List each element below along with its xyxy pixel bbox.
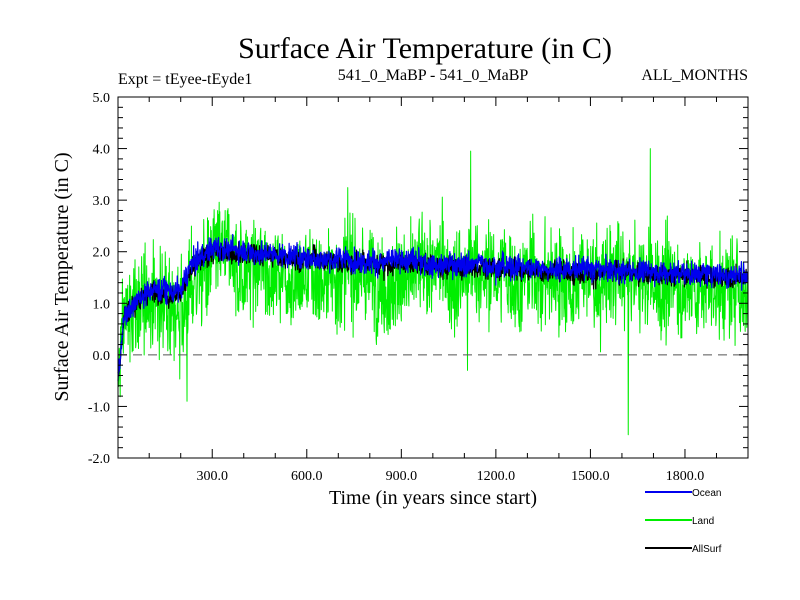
x-tick-label: 300.0: [196, 469, 228, 484]
y-tick-label: 2.0: [93, 246, 111, 261]
ocean-series-line: [117, 233, 749, 381]
experiment-label: Expt = tEyee-tEyde1: [118, 71, 252, 88]
series-layer: [117, 148, 749, 436]
period-label: 541_0_MaBP - 541_0_MaBP: [338, 67, 529, 84]
tick-labels-layer: 300.0 600.0 900.0 1200.0 1500.0 1800.0 -2.0 -1.…: [88, 91, 704, 484]
y-tick-label: 0.0: [93, 349, 111, 364]
y-tick-label: 3.0: [93, 194, 111, 209]
land-series-line: [117, 148, 749, 436]
legend-label: Land: [692, 516, 714, 527]
x-axis-label: Time (in years since start): [329, 487, 537, 509]
legend-ocean: Ocean: [645, 488, 721, 499]
y-tick-label: -2.0: [88, 452, 110, 467]
y-tick-label: 4.0: [93, 143, 111, 158]
legend-label: Ocean: [692, 488, 721, 499]
legend: Ocean Land AllSurf: [645, 488, 722, 555]
legend-label: AllSurf: [692, 544, 722, 555]
chart-title: Surface Air Temperature (in C): [238, 32, 612, 65]
months-label: ALL_MONTHS: [641, 67, 748, 84]
x-tick-label: 900.0: [386, 469, 418, 484]
x-tick-label: 600.0: [291, 469, 323, 484]
legend-land: Land: [645, 516, 714, 527]
ticks-layer: [118, 96, 748, 459]
legend-allsurf: AllSurf: [645, 544, 722, 555]
x-tick-label: 1800.0: [666, 469, 705, 484]
y-tick-label: -1.0: [88, 400, 110, 415]
y-tick-label: 5.0: [93, 91, 111, 106]
x-tick-label: 1500.0: [571, 469, 610, 484]
x-tick-label: 1200.0: [477, 469, 516, 484]
y-tick-label: 1.0: [93, 297, 111, 312]
y-axis-label: Surface Air Temperature (in C): [51, 152, 73, 401]
